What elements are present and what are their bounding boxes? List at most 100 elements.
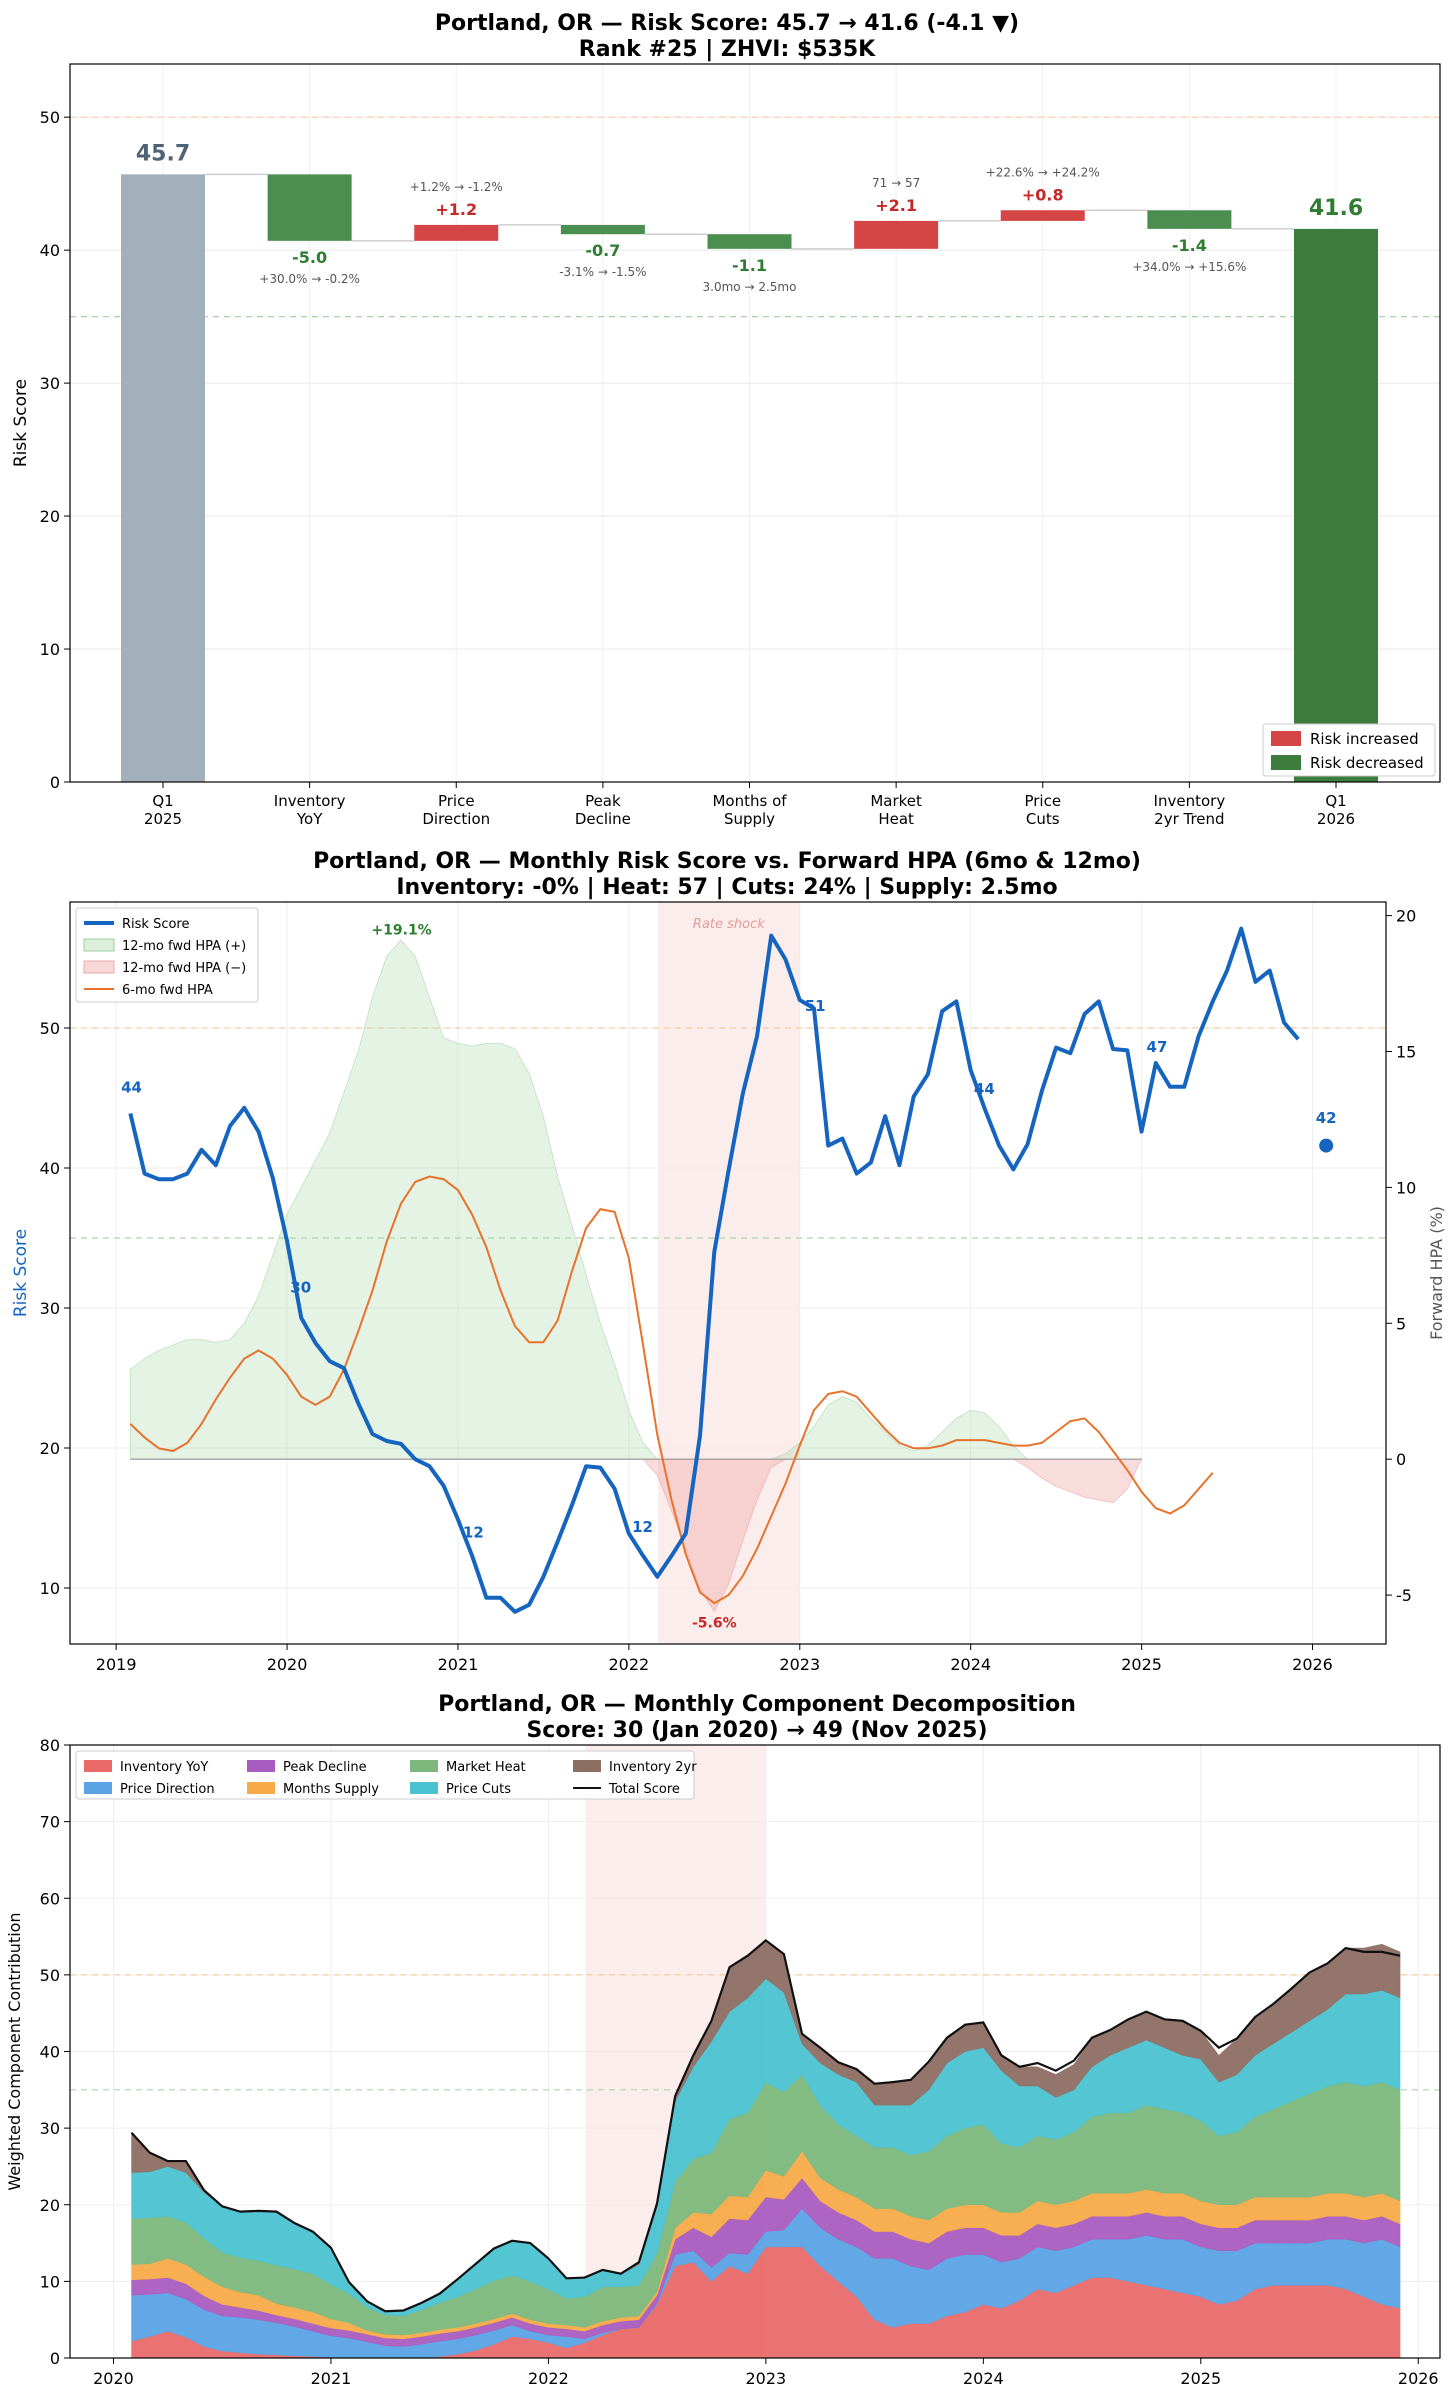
x-tick-label: 2025: [1180, 2369, 1221, 2388]
y-tick-label-left: 20: [40, 1439, 60, 1458]
x-tick-label: 2022: [609, 1655, 650, 1674]
waterfall-title: Portland, OR — Risk Score: 45.7 → 41.6 (…: [435, 11, 1019, 36]
step-detail-label: +30.0% → -0.2%: [259, 272, 360, 286]
end-bar: [1294, 228, 1378, 782]
risk-hpa-subtitle: Inventory: -0% | Heat: 57 | Cuts: 24% | …: [396, 875, 1057, 900]
legend-label: Months Supply: [283, 1782, 379, 1797]
plot-frame: [69, 63, 1441, 783]
step-bar: [854, 220, 939, 249]
y-tick-label: 40: [40, 241, 60, 260]
y-tick-label-left: 10: [40, 1579, 60, 1598]
y-tick-label: 50: [40, 108, 60, 127]
y-tick-label-right: -5: [1396, 1586, 1412, 1605]
step-bar: [414, 224, 499, 241]
legend: Inventory YoY Peak Decline Market Heat Inve…: [75, 1750, 697, 1800]
risk-annotation: 30: [290, 1279, 311, 1297]
x-tick-label: Months of: [712, 792, 787, 810]
rate-shock-shade: [657, 902, 800, 1644]
legend: Risk Score 12-mo fwd HPA (+) 12-mo fwd HPA…: [75, 907, 259, 1003]
y-tick-label-left: 30: [40, 1299, 60, 1318]
legend-label-increase: Risk increased: [1310, 730, 1419, 748]
legend: Risk increased Risk decreased: [1262, 723, 1436, 777]
y-tick-label: 20: [40, 507, 60, 526]
legend-label-risk: Risk Score: [122, 917, 190, 932]
step-detail-label: 3.0mo → 2.5mo: [703, 280, 797, 294]
x-tick-label: Price: [1024, 792, 1061, 810]
x-tick-label: 2024: [950, 1655, 991, 1674]
step-detail-label: -3.1% → -1.5%: [559, 265, 646, 279]
step-detail-label: 71 → 57: [872, 176, 920, 190]
x-tick-label: YoY: [296, 810, 323, 828]
y-axis-label-right: Forward HPA (%): [1427, 1206, 1446, 1340]
x-tick-label: 2021: [311, 2369, 352, 2388]
legend-swatch: [410, 1760, 438, 1772]
hpa12-positive-area: [129, 939, 1142, 1460]
risk-hpa-title: Portland, OR — Monthly Risk Score vs. Fo…: [313, 849, 1141, 874]
risk-annotation: 12: [632, 1518, 653, 1536]
y-tick-label: 40: [40, 2043, 60, 2062]
y-tick-label: 30: [40, 2119, 60, 2138]
step-bar: [267, 174, 352, 241]
legend-label: Market Heat: [446, 1760, 526, 1775]
legend-box: [1262, 723, 1436, 777]
step-value-label: -1.1: [732, 256, 767, 275]
end-value-label: 41.6: [1309, 196, 1363, 221]
step-bar: [1147, 210, 1232, 229]
start-value-label: 45.7: [136, 141, 190, 166]
legend-swatch-increase: [1271, 731, 1301, 746]
y-tick-label: 10: [40, 640, 60, 659]
legend-swatch: [573, 1760, 601, 1772]
y-tick-label: 10: [40, 2272, 60, 2291]
x-tick-label: Price: [438, 792, 475, 810]
x-tick-label: Market: [870, 792, 922, 810]
legend-swatch: [247, 1782, 275, 1794]
y-tick-label: 30: [40, 374, 60, 393]
x-tick-label: 2026: [1317, 810, 1355, 828]
x-tick-label: 2025: [144, 810, 182, 828]
decomposition-title: Portland, OR — Monthly Component Decompo…: [438, 1692, 1076, 1717]
x-tick-label: Peak: [585, 792, 621, 810]
y-tick-label-right: 20: [1396, 907, 1416, 926]
y-tick-label: 50: [40, 1966, 60, 1985]
y-tick-label: 0: [50, 2349, 60, 2368]
y-axis-label: Risk Score: [11, 379, 31, 467]
y-tick-label-right: 5: [1396, 1314, 1406, 1333]
legend-label: Inventory 2yr: [609, 1760, 697, 1775]
x-tick-label: Q1: [1325, 792, 1346, 810]
total-score-line: [130, 1938, 1401, 2313]
y-tick-label-right: 0: [1396, 1450, 1406, 1469]
risk-annotation: 44: [121, 1078, 142, 1096]
legend-swatch-decrease: [1271, 755, 1301, 770]
legend-swatch: [84, 1782, 112, 1794]
step-value-label: -1.4: [1172, 236, 1207, 255]
x-tick-label: 2020: [93, 2369, 134, 2388]
x-tick-label: 2026: [1398, 2369, 1439, 2388]
step-bar: [707, 234, 792, 249]
y-tick-label-right: 15: [1396, 1042, 1416, 1061]
step-detail-label: +34.0% → +15.6%: [1132, 260, 1246, 274]
legend-box: [75, 907, 259, 1003]
legend-swatch: [247, 1760, 275, 1772]
x-tick-label: Inventory: [1154, 792, 1226, 810]
x-tick-label: 2021: [438, 1655, 479, 1674]
x-tick-label: 2022: [528, 2369, 569, 2388]
y-tick-label-left: 50: [40, 1019, 60, 1038]
legend-label: Price Cuts: [446, 1782, 511, 1797]
step-value-label: +2.1: [875, 196, 917, 215]
x-tick-label: Q1: [152, 792, 173, 810]
x-tick-label: 2026: [1292, 1655, 1333, 1674]
legend-label: Inventory YoY: [120, 1760, 208, 1775]
x-tick-label: 2019: [96, 1655, 137, 1674]
rate-shock-label: Rate shock: [693, 917, 765, 932]
y-axis-label: Weighted Component Contribution: [5, 1912, 24, 2190]
y-tick-label: 0: [50, 773, 60, 792]
step-value-label: +0.8: [1022, 185, 1064, 204]
hpa6-line: [129, 1175, 1214, 1605]
waterfall-subtitle: Rank #25 | ZHVI: $535K: [579, 37, 876, 62]
x-tick-label: 2yr Trend: [1154, 810, 1224, 828]
legend-label: Total Score: [608, 1782, 680, 1797]
risk-hpa-panel: Portland, OR — Monthly Risk Score vs. Fo…: [11, 849, 1446, 1674]
risk-annotation: 44: [974, 1080, 995, 1098]
start-bar: [121, 174, 205, 782]
